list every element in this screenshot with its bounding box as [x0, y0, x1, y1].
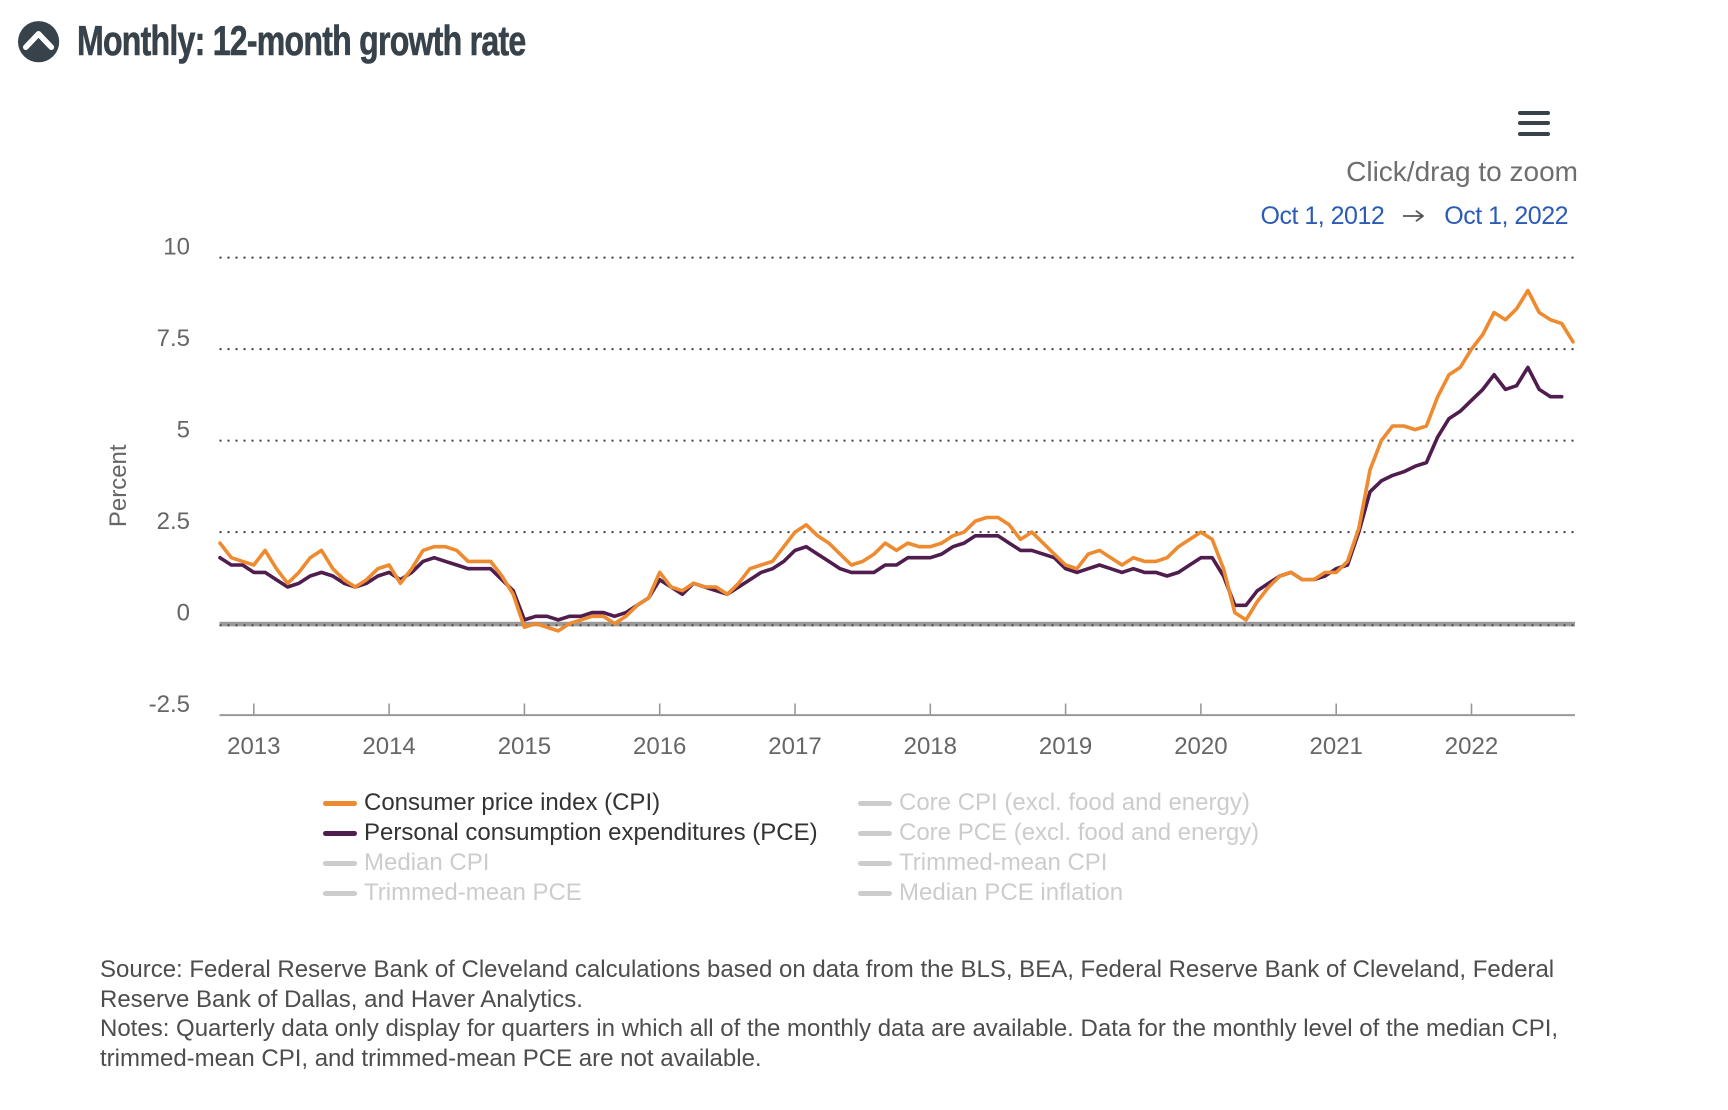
svg-text:Percent: Percent: [105, 444, 132, 527]
svg-text:7.5: 7.5: [157, 325, 190, 352]
svg-text:2019: 2019: [1039, 733, 1092, 760]
svg-text:2015: 2015: [498, 733, 551, 760]
svg-text:10: 10: [163, 234, 190, 261]
svg-text:2013: 2013: [227, 733, 280, 760]
svg-text:2018: 2018: [904, 733, 957, 760]
svg-text:2022: 2022: [1445, 733, 1498, 760]
svg-text:2014: 2014: [362, 733, 415, 760]
svg-text:2021: 2021: [1310, 733, 1363, 760]
svg-text:2016: 2016: [633, 733, 686, 760]
svg-text:2017: 2017: [768, 733, 821, 760]
svg-text:0: 0: [177, 600, 190, 627]
svg-text:5: 5: [177, 417, 190, 444]
svg-text:-2.5: -2.5: [149, 691, 190, 718]
svg-text:2020: 2020: [1174, 733, 1227, 760]
svg-text:2.5: 2.5: [157, 508, 190, 535]
